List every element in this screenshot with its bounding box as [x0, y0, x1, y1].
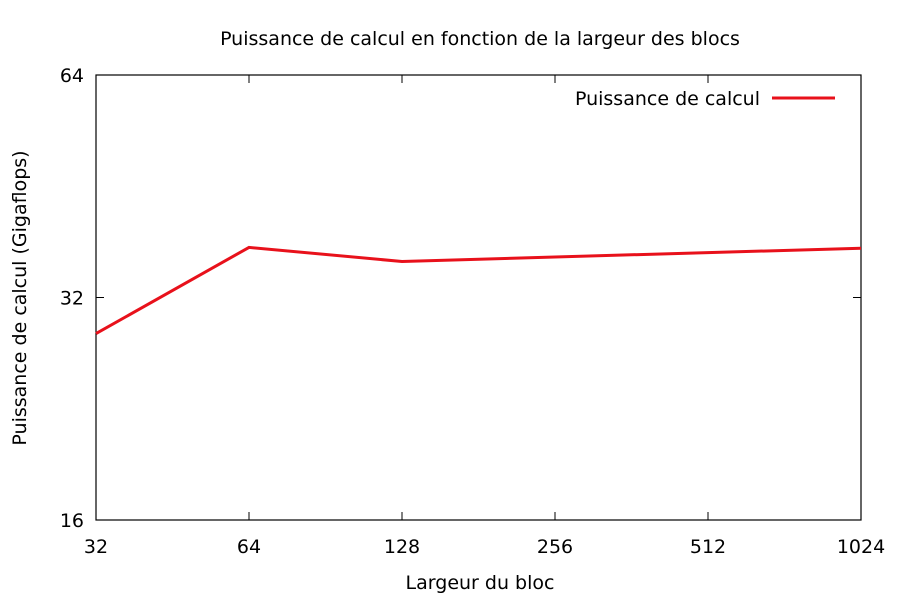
legend-label: Puissance de calcul — [575, 88, 760, 110]
y-axis: 16 32 64 — [60, 65, 861, 532]
series-layer — [95, 245, 862, 335]
x-tick-label: 1024 — [837, 536, 885, 558]
x-tick-label: 128 — [384, 536, 420, 558]
x-tick-label: 512 — [690, 536, 726, 558]
series-line — [95, 245, 862, 335]
y-tick-label: 64 — [60, 65, 84, 87]
legend: Puissance de calcul — [575, 88, 835, 110]
x-axis-label: Largeur du bloc — [406, 572, 555, 594]
y-tick-label: 16 — [60, 510, 84, 532]
y-axis-label: Puissance de calcul (Gigaflops) — [9, 150, 31, 445]
x-tick-label: 64 — [237, 536, 261, 558]
y-tick-label: 32 — [60, 288, 84, 310]
chart-title: Puissance de calcul en fonction de la la… — [220, 28, 740, 50]
x-axis: 32 64 128 256 512 1024 — [84, 75, 885, 558]
plot-frame — [95, 74, 862, 521]
x-tick-label: 256 — [537, 536, 573, 558]
x-tick-label: 32 — [84, 536, 108, 558]
